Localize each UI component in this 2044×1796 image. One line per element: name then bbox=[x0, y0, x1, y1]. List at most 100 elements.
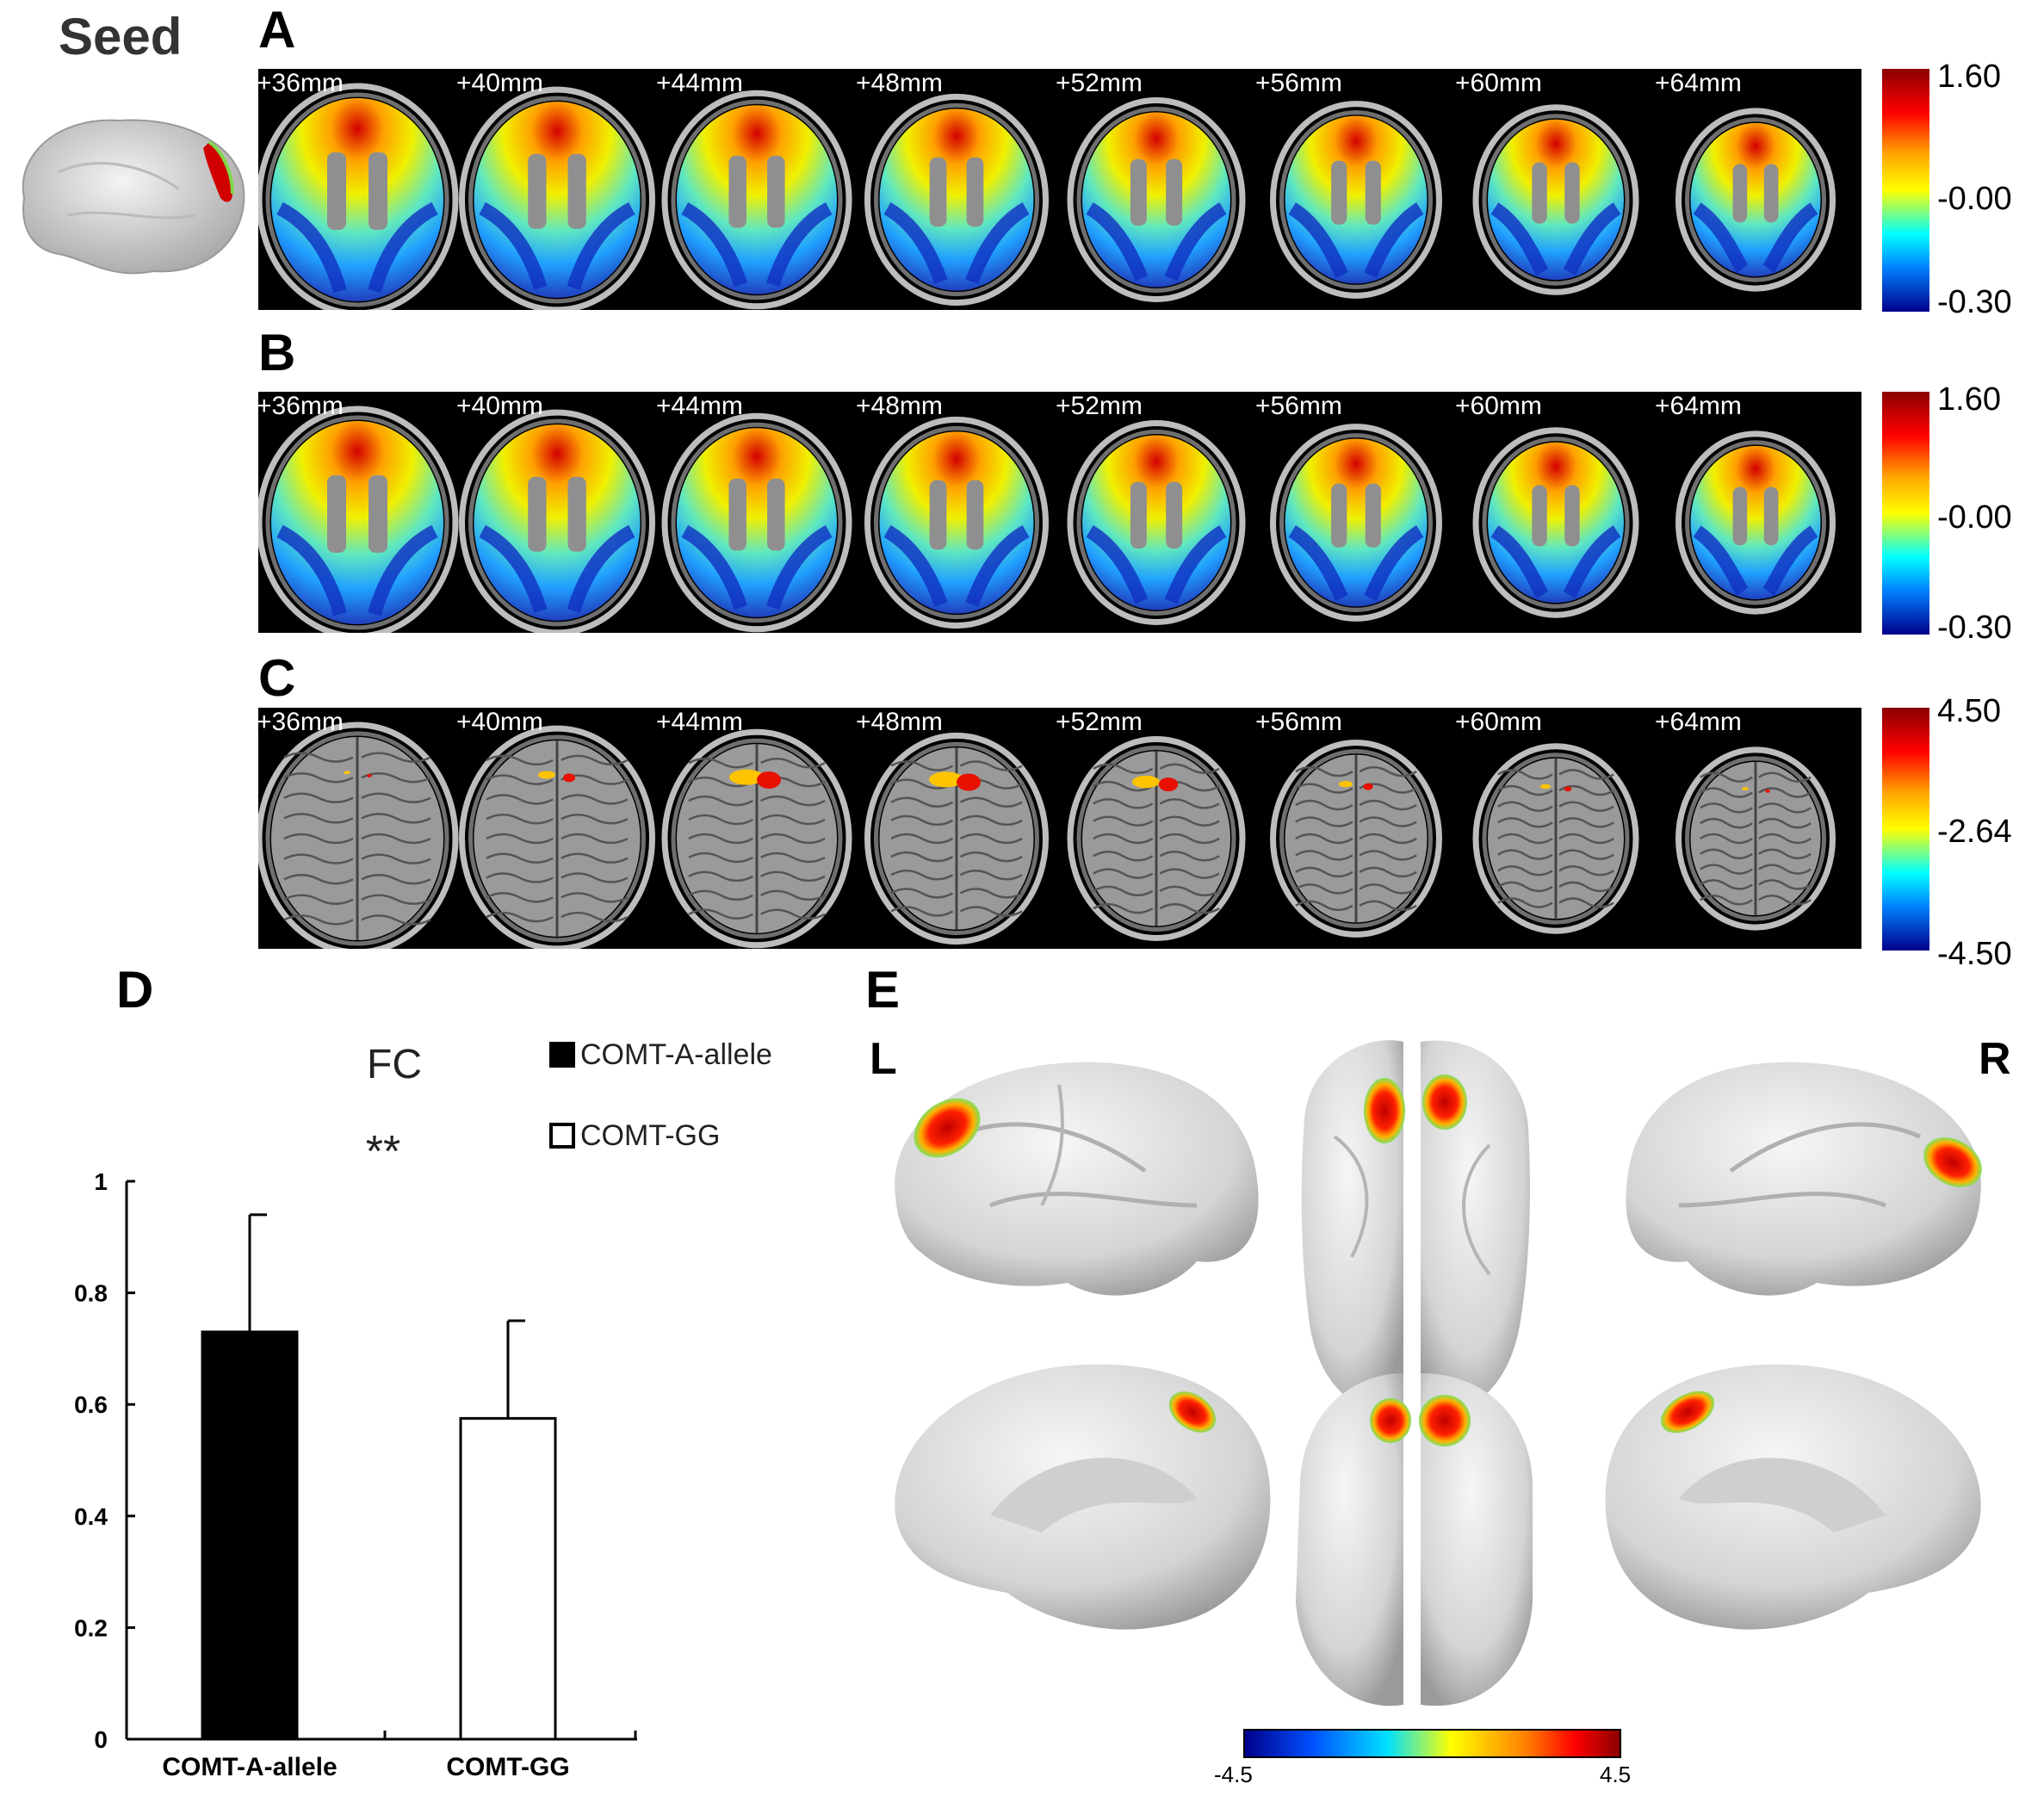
significance-annotation: ** bbox=[366, 1127, 400, 1177]
slice-depth-label: +52mm bbox=[1056, 69, 1143, 97]
frontal-brain bbox=[1296, 1373, 1533, 1706]
panel-a-colorbar bbox=[1882, 69, 1929, 312]
activation-cluster bbox=[1168, 1391, 1217, 1433]
left-hemisphere-label: L bbox=[870, 1034, 897, 1084]
axial-slice bbox=[258, 406, 459, 633]
panel-c-colorbar bbox=[1882, 708, 1929, 951]
slice-depth-label: +64mm bbox=[1655, 69, 1742, 97]
slice-depth-label: +44mm bbox=[656, 708, 743, 736]
axial-slice bbox=[864, 416, 1049, 629]
panel-b-colorbar-mid: -0.00 bbox=[1937, 499, 2012, 536]
legend-swatch bbox=[549, 1042, 575, 1068]
axial-slice bbox=[1067, 97, 1246, 302]
panel-a-colorbar-max: 1.60 bbox=[1937, 59, 2001, 95]
dorsal-brain bbox=[1301, 1040, 1530, 1414]
panel-e-colorbar bbox=[1243, 1729, 1621, 1758]
axial-slice bbox=[661, 412, 852, 633]
slice-depth-label: +56mm bbox=[1255, 708, 1342, 736]
activation-cluster bbox=[1419, 1395, 1471, 1446]
panel-label-b: B bbox=[258, 324, 296, 381]
panel-c-slice-strip: +36mm +40mm +44mm +48mm +52mm +56mm +60mm +64mm bbox=[258, 708, 1861, 949]
slice-depth-label: +60mm bbox=[1455, 708, 1542, 736]
axial-slice bbox=[661, 728, 852, 949]
slice-depth-label: +64mm bbox=[1655, 392, 1742, 420]
x-category-label: COMT-A-allele bbox=[162, 1753, 337, 1781]
fc-bar-chart: 0 0.2 0.4 0.6 0.8 1 COMT-A-allele COMT-GG FC ** CO… bbox=[74, 1038, 772, 1781]
activation-cluster bbox=[1422, 1075, 1467, 1130]
y-tick-label: 1 bbox=[94, 1168, 108, 1195]
panel-b-colorbar-min: -0.30 bbox=[1937, 610, 2012, 646]
panel-b-colorbar bbox=[1882, 392, 1929, 635]
axial-slice bbox=[459, 725, 655, 949]
slice-depth-label: +60mm bbox=[1455, 392, 1542, 420]
left-lateral-brain bbox=[895, 1062, 1259, 1296]
axial-slice bbox=[459, 409, 655, 633]
axial-slice bbox=[1270, 424, 1442, 622]
axial-slice bbox=[1472, 104, 1639, 295]
slice-depth-label: +60mm bbox=[1455, 69, 1542, 97]
axial-slice bbox=[258, 83, 459, 310]
axial-slice bbox=[1675, 746, 1836, 931]
legend-label: COMT-GG bbox=[580, 1119, 720, 1152]
panel-c-colorbar-min: -4.50 bbox=[1937, 936, 2012, 972]
slice-depth-label: +56mm bbox=[1255, 392, 1342, 420]
axial-slice bbox=[258, 721, 459, 949]
right-lateral-brain bbox=[1626, 1062, 1982, 1296]
axial-slice bbox=[1472, 427, 1639, 618]
chart-title: FC bbox=[367, 1042, 422, 1087]
axial-slice bbox=[1067, 736, 1246, 941]
axial-slice bbox=[1675, 430, 1836, 615]
right-hemisphere-label: R bbox=[1979, 1034, 2011, 1084]
slice-depth-label: +36mm bbox=[258, 708, 344, 736]
axial-slice bbox=[661, 90, 852, 310]
slice-depth-label: +36mm bbox=[258, 392, 344, 420]
y-tick-label: 0.2 bbox=[74, 1614, 108, 1641]
panel-b-slice-strip: +36mm +40mm +44mm +48mm +52mm +56mm +60mm +64mm bbox=[258, 392, 1861, 633]
panel-a-colorbar-mid: -0.00 bbox=[1937, 181, 2012, 217]
seed-brain-image bbox=[22, 119, 245, 275]
axial-slice bbox=[864, 732, 1049, 945]
y-tick-label: 0 bbox=[94, 1726, 108, 1753]
seed-title: Seed bbox=[59, 8, 183, 65]
slice-depth-label: +64mm bbox=[1655, 708, 1742, 736]
slice-depth-label: +40mm bbox=[456, 69, 543, 97]
slice-depth-label: +44mm bbox=[656, 69, 743, 97]
slice-depth-label: +52mm bbox=[1056, 708, 1143, 736]
slice-depth-label: +48mm bbox=[856, 69, 943, 97]
axial-slice bbox=[1675, 108, 1836, 292]
slice-depth-label: +52mm bbox=[1056, 392, 1143, 420]
activation-cluster bbox=[1364, 1078, 1405, 1143]
slice-depth-label: +56mm bbox=[1255, 69, 1342, 97]
x-category-label: COMT-GG bbox=[446, 1753, 569, 1781]
axial-slice bbox=[864, 93, 1049, 307]
activation-cluster bbox=[1660, 1390, 1715, 1434]
axial-slice bbox=[1472, 743, 1639, 934]
panel-c-colorbar-max: 4.50 bbox=[1937, 693, 2001, 729]
y-tick-label: 0.6 bbox=[74, 1391, 108, 1418]
left-medial-brain bbox=[895, 1364, 1271, 1630]
bar-comt-a-allele bbox=[201, 1330, 299, 1741]
panel-e-colorbar-max: 4.5 bbox=[1600, 1762, 1632, 1787]
axial-slice bbox=[1067, 420, 1246, 625]
panel-e-colorbar-min: -4.5 bbox=[1214, 1762, 1253, 1787]
activation-cluster bbox=[1923, 1137, 1982, 1187]
slice-depth-label: +36mm bbox=[258, 69, 344, 97]
axial-slice bbox=[459, 86, 655, 310]
surface-brain-renderings bbox=[895, 1040, 1982, 1706]
y-tick-label: 0.4 bbox=[74, 1503, 108, 1530]
slice-depth-label: +40mm bbox=[456, 708, 543, 736]
activation-cluster bbox=[914, 1098, 981, 1158]
panel-c-colorbar-mid: -2.64 bbox=[1937, 814, 2012, 850]
activation-cluster bbox=[1370, 1398, 1411, 1443]
panel-label-a: A bbox=[258, 1, 296, 59]
panel-label-e: E bbox=[865, 961, 901, 1019]
panel-a-colorbar-min: -0.30 bbox=[1937, 284, 2012, 320]
axial-slice bbox=[1270, 740, 1442, 938]
legend-label: COMT-A-allele bbox=[580, 1038, 772, 1071]
slice-depth-label: +40mm bbox=[456, 392, 543, 420]
axial-slice bbox=[1270, 101, 1442, 299]
slice-depth-label: +48mm bbox=[856, 708, 943, 736]
panel-a-slice-strip: +36mm +40mm +44mm +48mm +52mm +56mm +60mm +64mm bbox=[258, 69, 1861, 310]
legend-swatch bbox=[549, 1123, 575, 1149]
slice-depth-label: +44mm bbox=[656, 392, 743, 420]
